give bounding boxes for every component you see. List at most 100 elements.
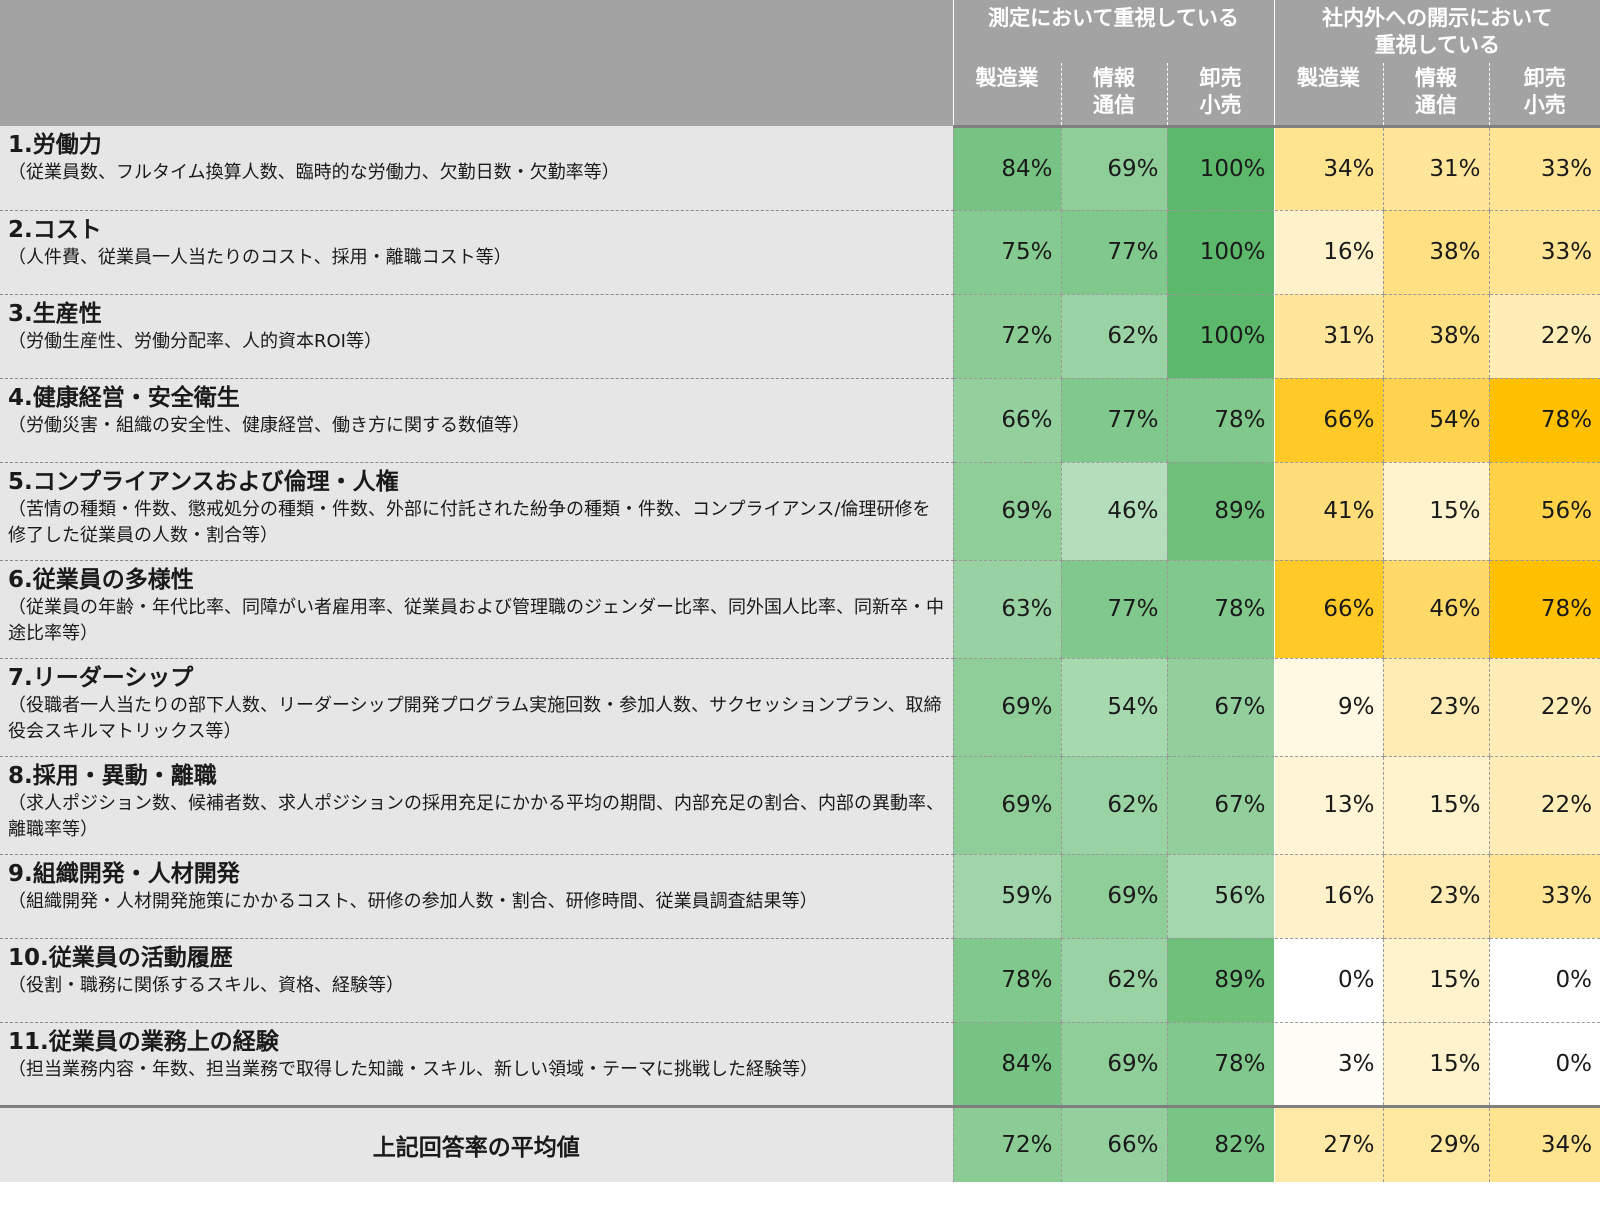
- table-row: 8.採用・異動・離職 （求人ポジション数、候補者数、求人ポジションの採用充足にかか…: [0, 756, 1600, 855]
- heatmap-cell: 62%: [1060, 756, 1167, 855]
- category-description: （労働生産性、労働分配率、人的資本ROI等）: [8, 330, 382, 352]
- category-title: 2.コスト: [8, 216, 102, 243]
- column-header-line1: 情報: [1093, 66, 1135, 90]
- category-title: 11.従業員の業務上の経験: [8, 1028, 279, 1055]
- category-title: 9.組織開発・人材開発: [8, 860, 240, 887]
- average-cell: 72%: [952, 1104, 1061, 1182]
- heatmap-cell: 31%: [1382, 126, 1490, 211]
- table-row: 9.組織開発・人材開発 （組織開発・人材開発施策にかかるコスト、研修の参加人数・割…: [0, 854, 1600, 939]
- column-header-line2: 通信: [1093, 93, 1135, 117]
- heatmap-cell: 33%: [1488, 126, 1600, 211]
- category-description: （担当業務内容・年数、担当業務で取得した知識・スキル、新しい領域・テーマに挑戦し…: [8, 1058, 818, 1080]
- heatmap-cell: 78%: [1166, 378, 1275, 463]
- corner-header: [0, 0, 953, 126]
- heatmap-cell: 89%: [1166, 938, 1275, 1023]
- heatmap-cell: 16%: [1273, 210, 1384, 295]
- heatmap-cell: 69%: [952, 462, 1061, 561]
- heatmap-cell: 15%: [1382, 462, 1490, 561]
- group-header-disclose: 社内外への開示において 重視している: [1273, 0, 1600, 63]
- heatmap-cell: 56%: [1488, 462, 1600, 561]
- heatmap-cell: 100%: [1166, 210, 1275, 295]
- heatmap-cell: 75%: [952, 210, 1061, 295]
- heatmap-cell: 31%: [1273, 294, 1384, 379]
- category-description: （従業員数、フルタイム換算人数、臨時的な労働力、欠勤日数・欠勤率等）: [8, 162, 620, 183]
- category-cell: 2.コスト （人件費、従業員一人当たりのコスト、採用・離職コスト等）: [0, 210, 953, 295]
- category-description: （苦情の種類・件数、懲戒処分の種類・件数、外部に付託された紛争の種類・件数、コン…: [8, 498, 931, 546]
- heatmap-cell: 69%: [952, 658, 1061, 757]
- heatmap-cell: 100%: [1166, 126, 1275, 211]
- table-row: 5.コンプライアンスおよび倫理・人権 （苦情の種類・件数、懲戒処分の種類・件数、外…: [0, 462, 1600, 561]
- column-header-disclose-1: 製造業: [1273, 63, 1384, 128]
- category-cell: 1.労働力 （従業員数、フルタイム換算人数、臨時的な労働力、欠勤日数・欠勤率等）: [0, 126, 953, 211]
- heatmap-cell: 33%: [1488, 854, 1600, 939]
- heatmap-cell: 23%: [1382, 658, 1490, 757]
- table-row: 7.リーダーシップ （役職者一人当たりの部下人数、リーダーシップ開発プログラム実施…: [0, 658, 1600, 757]
- category-cell: 6.従業員の多様性 （従業員の年齢・年代比率、同障がい者雇用率、従業員および管理職…: [0, 560, 953, 659]
- heatmap-cell: 38%: [1382, 294, 1490, 379]
- heatmap-cell: 77%: [1060, 210, 1167, 295]
- average-cell: 27%: [1273, 1104, 1384, 1182]
- heatmap-cell: 13%: [1273, 756, 1384, 855]
- heatmap-cell: 56%: [1166, 854, 1275, 939]
- column-header-disclose-3: 卸売 小売: [1488, 63, 1600, 128]
- category-cell: 4.健康経営・安全衛生 （労働災害・組織の安全性、健康経営、働き方に関する数値等）: [0, 378, 953, 463]
- group-header-disclose-line2: 重視している: [1374, 33, 1500, 57]
- heatmap-cell: 78%: [1488, 560, 1600, 659]
- heatmap-cell: 84%: [952, 1022, 1061, 1107]
- group-header-disclose-line1: 社内外への開示において: [1322, 6, 1553, 30]
- column-header-measure-2: 情報 通信: [1060, 63, 1167, 128]
- category-description: （求人ポジション数、候補者数、求人ポジションの採用充足にかかる平均の期間、内部充…: [8, 792, 944, 840]
- heatmap-cell: 34%: [1273, 126, 1384, 211]
- group-header-measure: 測定において重視している: [952, 0, 1275, 63]
- heatmap-cell: 77%: [1060, 560, 1167, 659]
- category-title: 7.リーダーシップ: [8, 664, 194, 691]
- heatmap-cell: 62%: [1060, 294, 1167, 379]
- heatmap-cell: 22%: [1488, 658, 1600, 757]
- heatmap-cell: 69%: [1060, 1022, 1167, 1107]
- column-header-measure-3: 卸売 小売: [1166, 63, 1275, 128]
- heatmap-cell: 15%: [1382, 756, 1490, 855]
- category-description: （組織開発・人材開発施策にかかるコスト、研修の参加人数・割合、研修時間、従業員調…: [8, 890, 818, 912]
- heatmap-cell: 46%: [1060, 462, 1167, 561]
- average-cell: 66%: [1060, 1104, 1167, 1182]
- average-row: 上記回答率の平均値 72% 66% 82% 27% 29% 34%: [0, 1104, 1600, 1182]
- column-header-line1: 情報: [1415, 66, 1458, 90]
- category-cell: 5.コンプライアンスおよび倫理・人権 （苦情の種類・件数、懲戒処分の種類・件数、外…: [0, 462, 953, 561]
- category-description: （人件費、従業員一人当たりのコスト、採用・離職コスト等）: [8, 246, 512, 268]
- column-header-line2: 通信: [1415, 93, 1458, 117]
- heatmap-cell: 78%: [1166, 1022, 1275, 1107]
- heatmap-cell: 9%: [1273, 658, 1384, 757]
- heatmap-cell: 0%: [1488, 1022, 1600, 1107]
- category-title: 5.コンプライアンスおよび倫理・人権: [8, 468, 399, 495]
- heatmap-cell: 38%: [1382, 210, 1490, 295]
- category-title: 1.労働力: [8, 132, 102, 158]
- column-header-measure-1: 製造業: [952, 63, 1061, 128]
- category-description: （労働災害・組織の安全性、健康経営、働き方に関する数値等）: [8, 414, 530, 436]
- column-header-line2: 小売: [1523, 93, 1566, 117]
- column-header-line1: 製造業: [975, 66, 1039, 90]
- heatmap-cell: 78%: [1166, 560, 1275, 659]
- column-header-disclose-2: 情報 通信: [1382, 63, 1490, 128]
- average-cell: 34%: [1488, 1104, 1600, 1182]
- heatmap-cell: 41%: [1273, 462, 1384, 561]
- table-row: 10.従業員の活動履歴 （役割・職務に関係するスキル、資格、経験等） 78% 62% 8…: [0, 938, 1600, 1023]
- heatmap-cell: 69%: [1060, 854, 1167, 939]
- heatmap-cell: 78%: [1488, 378, 1600, 463]
- heatmap-cell: 69%: [1060, 126, 1167, 211]
- heatmap-cell: 33%: [1488, 210, 1600, 295]
- category-title: 10.従業員の活動履歴: [8, 944, 233, 971]
- average-cell: 82%: [1166, 1104, 1275, 1182]
- heatmap-cell: 15%: [1382, 938, 1490, 1023]
- heatmap-cell: 0%: [1488, 938, 1600, 1023]
- category-cell: 9.組織開発・人材開発 （組織開発・人材開発施策にかかるコスト、研修の参加人数・割…: [0, 854, 953, 939]
- heatmap-cell: 66%: [1273, 560, 1384, 659]
- average-label: 上記回答率の平均値: [0, 1104, 953, 1182]
- category-title: 4.健康経営・安全衛生: [8, 384, 240, 411]
- heatmap-cell: 67%: [1166, 756, 1275, 855]
- column-header-line1: 卸売: [1523, 66, 1566, 90]
- heatmap-cell: 63%: [952, 560, 1061, 659]
- table-row: 2.コスト （人件費、従業員一人当たりのコスト、採用・離職コスト等） 75% 77% 1…: [0, 210, 1600, 295]
- heatmap-cell: 62%: [1060, 938, 1167, 1023]
- category-description: （役割・職務に関係するスキル、資格、経験等）: [8, 974, 404, 996]
